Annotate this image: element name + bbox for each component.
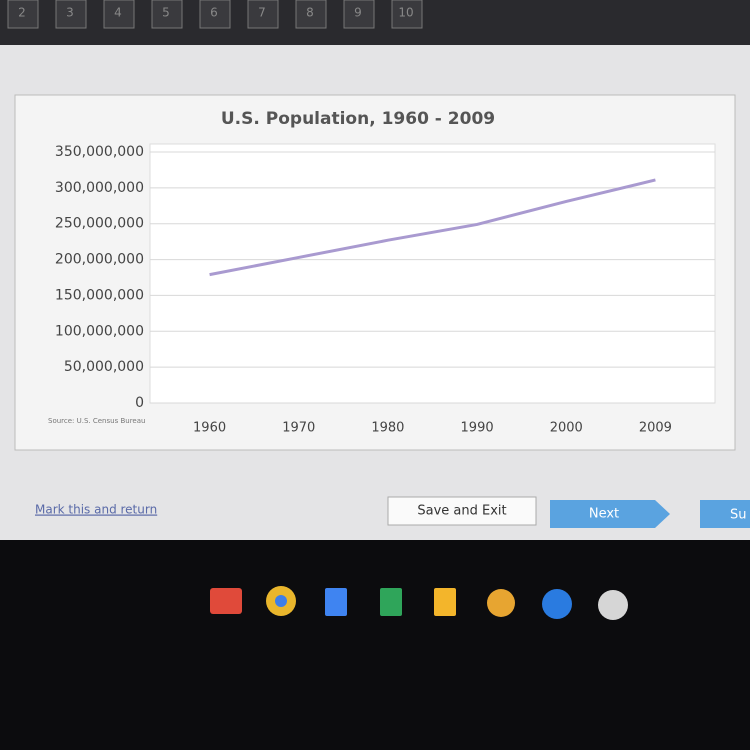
x-tick-label: 1960: [193, 421, 226, 436]
next-label: Next: [589, 507, 619, 522]
chart-title: U.S. Population, 1960 - 2009: [221, 109, 495, 129]
nav-box[interactable]: [55, 0, 87, 29]
nav-number: 5: [162, 6, 170, 20]
x-tick-label: 1990: [461, 421, 494, 436]
save-label: Save and Exit: [417, 504, 506, 519]
y-tick-label: 150,000,000: [55, 287, 144, 303]
nav-box[interactable]: [343, 0, 375, 29]
nav-number: 3: [66, 6, 74, 20]
nav-number: 10: [398, 6, 413, 20]
submit-label: Su: [730, 508, 747, 523]
x-tick-label: 2000: [550, 421, 583, 436]
next-button[interactable]: [550, 500, 670, 528]
save-button[interactable]: [387, 496, 537, 526]
source-note: Source: U.S. Census Bureau: [48, 417, 145, 425]
x-tick-label: 1980: [371, 421, 404, 436]
mail-icon[interactable]: [210, 588, 242, 614]
nav-box[interactable]: [151, 0, 183, 29]
nav-box[interactable]: [103, 0, 135, 29]
files-icon[interactable]: [542, 589, 572, 619]
photos-icon[interactable]: [487, 589, 515, 617]
y-tick-label: 100,000,000: [55, 323, 144, 339]
y-tick-label: 250,000,000: [55, 216, 144, 232]
submit-button[interactable]: [700, 500, 750, 528]
x-tick-label: 1970: [282, 421, 315, 436]
nav-number: 2: [18, 6, 26, 20]
y-tick-label: 300,000,000: [55, 180, 144, 196]
nav-box[interactable]: [391, 0, 423, 29]
nav-box[interactable]: [295, 0, 327, 29]
x-tick-label: 2009: [639, 421, 672, 436]
mark-link[interactable]: Mark this and return: [35, 503, 157, 517]
slides-icon[interactable]: [434, 588, 456, 616]
y-tick-label: 350,000,000: [55, 144, 144, 160]
series-line: [209, 178, 656, 277]
plot-area: [149, 143, 716, 404]
camera-icon[interactable]: [598, 590, 628, 620]
nav-number: 6: [210, 6, 218, 20]
nav-number: 4: [114, 6, 122, 20]
y-tick-label: 200,000,000: [55, 252, 144, 268]
sheets-icon[interactable]: [380, 588, 402, 616]
y-tick-label: 50,000,000: [64, 359, 144, 375]
nav-box[interactable]: [199, 0, 231, 29]
y-tick-label: 0: [135, 395, 144, 411]
nav-number: 7: [258, 6, 266, 20]
docs-icon[interactable]: [325, 588, 347, 616]
nav-number: 9: [354, 6, 362, 20]
nav-number: 8: [306, 6, 314, 20]
nav-box[interactable]: [247, 0, 279, 29]
nav-box[interactable]: [7, 0, 39, 29]
